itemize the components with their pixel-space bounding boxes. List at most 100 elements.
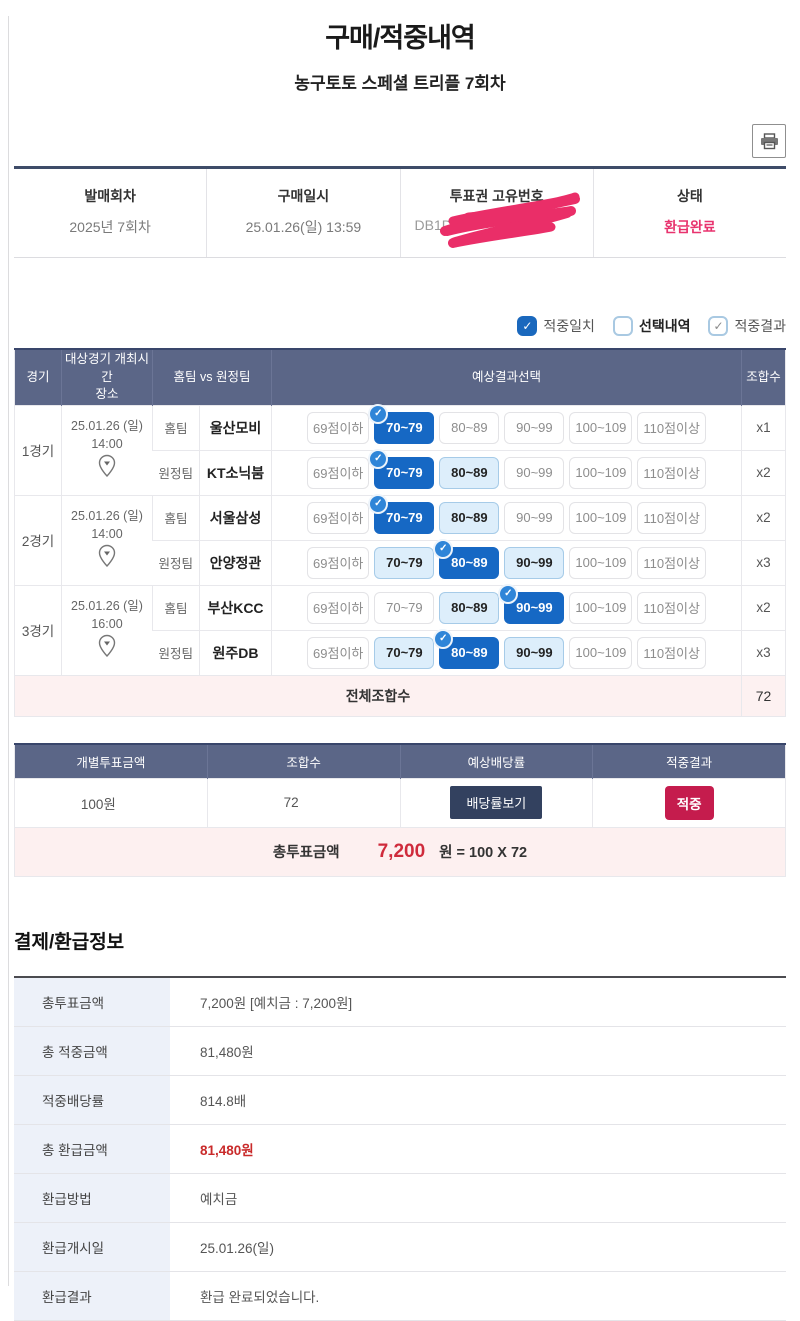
toolbar [14,124,786,158]
combo-count: 72 [206,777,400,827]
team-side-cell: 원정팀 [152,629,200,675]
game-date: 25.01.26 (일) [71,599,143,614]
score-option[interactable]: 90~99 [504,501,565,534]
game-time: 16:00 [91,617,123,632]
ticket-info-bar: 발매회차 2025년 7회차 구매일시 25.01.26(일) 13:59 투표권 고유… [14,166,786,258]
score-option-selected[interactable]: 70~79 [374,636,435,669]
info-col-2: 투표권 고유번호 DB1D [399,169,593,257]
print-button[interactable] [752,124,786,158]
game-number-cell: 1경기 [14,404,62,495]
team-side-label: 원정팀 [158,467,193,481]
payment-row-value: 예치금 [200,1191,238,1207]
info-label: 발매회차 [84,188,136,204]
status-value: 환급완료 [664,219,716,235]
score-option[interactable]: 69점이하 [307,456,370,489]
payment-row-label: 총 적중금액 [14,1026,170,1075]
payment-row-label: 환급개시일 [14,1222,170,1271]
score-option[interactable]: 110점이상 [637,456,706,489]
legend-checkbox-empty[interactable] [612,316,633,336]
score-option[interactable]: 80~89 [439,411,500,444]
location-pin-icon[interactable] [98,634,116,658]
header-schedule-line1: 대상경기 개최시간 [65,352,149,384]
hit-check-badge: ✓ [368,448,389,469]
team-side-cell: 홈팀 [152,494,200,540]
total-combos-label-cell: 전체조합수 [14,674,742,716]
payment-row-1: 총 적중금액 81,480원 [14,1026,786,1076]
team-side-label: 홈팀 [164,422,188,436]
score-option-selected[interactable]: 90~99 [504,636,565,669]
combo-count-cell: x2 [741,449,786,495]
score-option[interactable]: 100~109 [569,456,633,489]
score-options-cell: 69점이하 70~79 80~89 ✓ 90~99 100~109 110점이상 [271,628,742,675]
bet-summary-table: 개별투표금액 조합수 예상배당률 적중결과 100원 72 배당률보기 적중 총투표금… [14,742,786,877]
game-number: 1경기 [21,444,55,459]
result-legend: ✓ 적중일치 선택내역 ✓ 적중결과 [14,316,786,348]
payment-section-title: 결제/환급정보 [14,931,125,953]
team-name: 서울삼성 [209,509,262,526]
score-options: 69점이하 70~79 ✓ 80~89 90~99 100~109 110점이상 [272,403,741,444]
score-option-selected[interactable]: 80~89 [439,591,500,624]
score-option[interactable]: 110점이상 [637,501,706,534]
score-option-hit[interactable]: 80~89 ✓ [433,538,500,579]
score-option[interactable]: 69점이하 [307,546,370,579]
view-odds-button[interactable]: 배당률보기 [450,786,543,819]
payment-row-2: 적중배당률 814.8배 [14,1075,786,1125]
score-option[interactable]: 110점이상 [637,591,706,624]
game-schedule-cell: 25.01.26 (일) 14:00 [61,404,153,495]
score-option[interactable]: 90~99 [504,456,565,489]
score-options-cell: 69점이하 70~79 80~89 90~99 ✓ 100~109 110점이상 [271,583,742,630]
legend-item-1: 선택내역 [612,316,690,336]
score-option-selected[interactable]: 80~89 [439,501,500,534]
location-pin-icon[interactable] [98,454,116,478]
legend-checkbox-checked[interactable]: ✓ [517,316,538,336]
game-row: 원정팀 원주DB 69점이하 70~79 80~89 ✓ 90~99 100~109 110점이… [15,628,786,675]
payment-row-label: 총투표금액 [14,977,170,1026]
score-option[interactable]: 100~109 [569,546,633,579]
summary-data-row: 100원 72 배당률보기 적중 [14,777,786,827]
legend-item-0: ✓ 적중일치 [517,316,595,336]
score-option[interactable]: 90~99 [504,411,565,444]
score-option[interactable]: 100~109 [569,411,633,444]
hit-result-badge: 적중 [664,785,714,820]
score-options: 69점이하 70~79 80~89 ✓ 90~99 100~109 110점이상 [272,538,741,579]
score-option[interactable]: 69점이하 [307,636,370,669]
score-option[interactable]: 100~109 [569,591,633,624]
page-edge-line [8,16,9,1286]
score-option-hit[interactable]: 70~79 ✓ [368,448,435,489]
team-name: 부산KCC [207,599,264,616]
location-pin-icon[interactable] [98,544,116,568]
score-option[interactable]: 69점이하 [307,411,370,444]
info-value: 2025년 7회차 [69,219,151,235]
team-side-cell: 원정팀 [152,539,200,585]
score-option-hit[interactable]: 70~79 ✓ [368,493,435,534]
legend-label: 적중일치 [543,318,595,334]
payment-row-value: 7,200원 [예치금 : 7,200원] [200,995,353,1011]
score-option[interactable]: 110점이상 [637,636,706,669]
score-option-selected[interactable]: 90~99 [504,546,565,579]
score-option-hit[interactable]: 80~89 ✓ [433,628,500,669]
purchase-history-page: 구매/적중내역 농구토토 스페셜 트리플 7회차 발매회차 2025년 7회차 구매… [0,16,800,1321]
score-option[interactable]: 100~109 [569,501,633,534]
score-option[interactable]: 110점이상 [637,411,706,444]
score-option-hit[interactable]: 70~79 ✓ [368,403,435,444]
team-name-cell: 안양정관 [198,539,272,585]
score-option-hit[interactable]: 90~99 ✓ [498,583,565,624]
score-option[interactable]: 69점이하 [307,591,370,624]
score-option[interactable]: 110점이상 [637,546,706,579]
score-option[interactable]: 69점이하 [307,501,370,534]
score-option-selected[interactable]: 80~89 [439,456,500,489]
score-option-selected[interactable]: 70~79 [374,546,435,579]
game-row: 3경기 25.01.26 (일) 16:00 홈팀 부산KCC 69점이하 70~79 80~… [14,583,786,675]
total-refund-amount: 81,480원 [200,1142,254,1158]
header-schedule: 대상경기 개최시간 장소 [61,349,153,405]
combo-count-cell: x2 [741,494,786,540]
score-option[interactable]: 100~109 [569,636,633,669]
total-bet-formula: 원 = 100 X 72 [439,845,528,861]
game-date: 25.01.26 (일) [71,419,143,434]
combo-count-cell: x2 [741,584,786,630]
team-side-cell: 홈팀 [152,404,200,450]
legend-checkbox-checked-light[interactable]: ✓ [708,316,729,336]
team-side-label: 홈팀 [164,602,188,616]
score-option[interactable]: 70~79 [374,591,435,624]
game-row: 2경기 25.01.26 (일) 14:00 홈팀 서울삼성 69점이하 70~79 ✓ 80~… [14,493,786,585]
